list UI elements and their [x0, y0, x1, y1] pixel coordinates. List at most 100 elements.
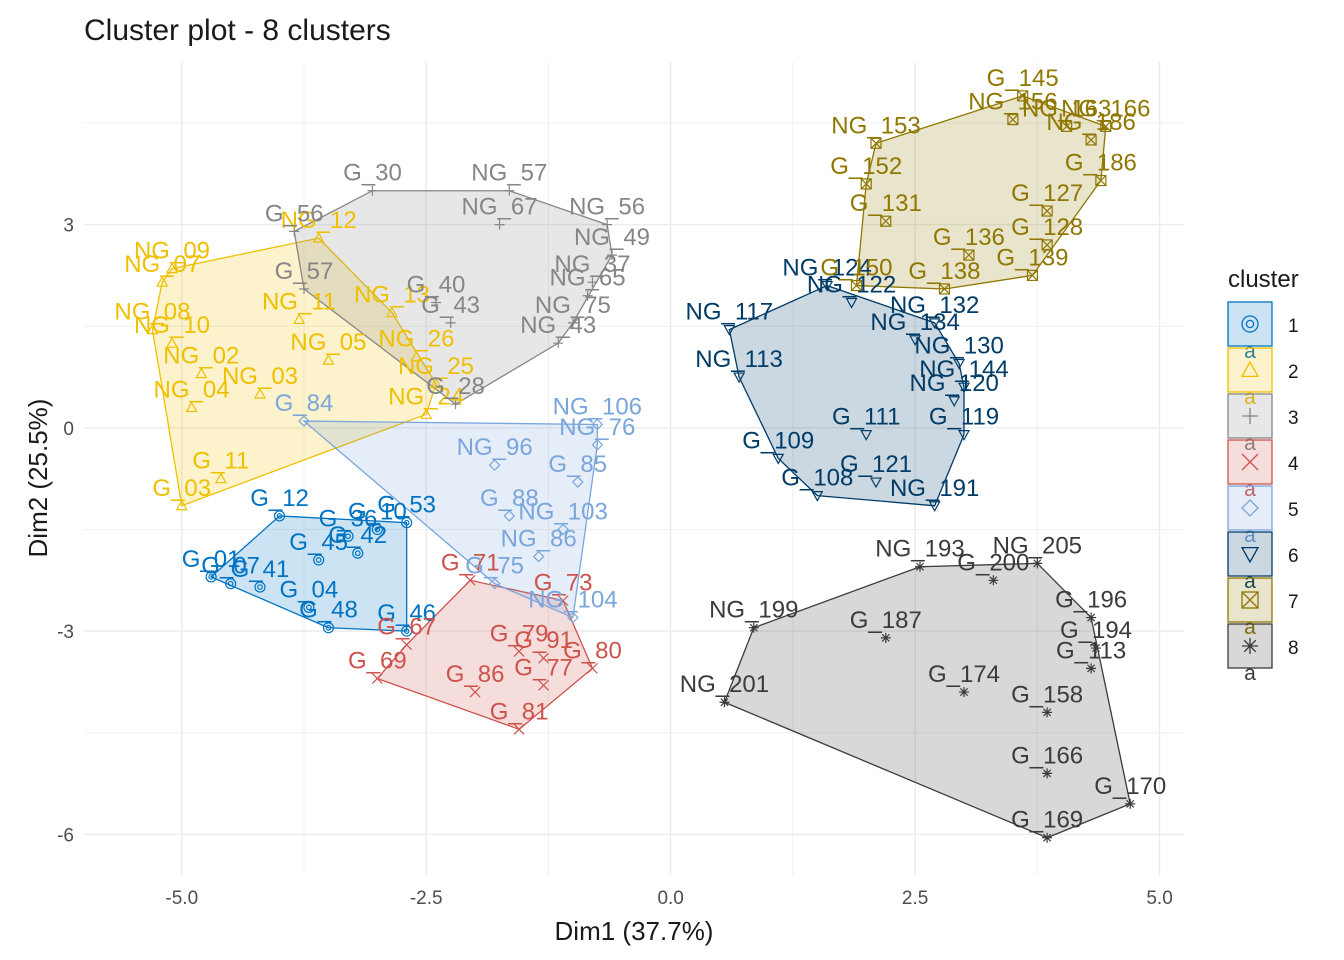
point-label: NG_86	[501, 526, 577, 553]
point-marker	[1017, 90, 1029, 102]
point-marker	[371, 673, 383, 684]
legend-label: 7	[1288, 592, 1299, 613]
cluster-hull-5	[302, 420, 598, 619]
point-marker	[175, 499, 188, 511]
x-tick-label: -2.5	[410, 888, 443, 909]
point-marker	[385, 306, 399, 318]
y-tick-label: -3	[57, 622, 74, 643]
point-marker	[582, 290, 593, 301]
point-label: G_128	[1011, 214, 1083, 241]
point-label: NG_07	[124, 251, 200, 278]
point-marker	[410, 350, 423, 362]
point-label: G_186	[1065, 150, 1137, 177]
point-marker	[488, 577, 501, 590]
point-marker	[909, 335, 922, 347]
point-marker	[253, 387, 267, 399]
legend-key-6: a	[1227, 531, 1273, 593]
point-label: G_150	[820, 255, 892, 282]
point-marker	[1032, 558, 1043, 569]
point-label: NG_11	[262, 288, 336, 315]
point-marker	[850, 279, 863, 292]
point-marker	[948, 396, 961, 407]
point-marker	[429, 377, 443, 389]
point-marker	[719, 697, 730, 708]
point-label: G_111	[832, 404, 901, 431]
point-marker	[1095, 174, 1107, 187]
point-marker	[513, 646, 525, 657]
point-marker	[567, 317, 578, 328]
point-marker	[587, 662, 598, 674]
point-label: NG_193	[875, 536, 964, 563]
point-label: G_45	[289, 529, 348, 556]
point-label: G_166	[1011, 742, 1083, 769]
legend-letter-glyph: a	[1244, 570, 1256, 593]
point-label: G_131	[850, 190, 922, 217]
point-marker	[963, 249, 975, 261]
point-label: G_196	[1055, 587, 1127, 614]
point-marker	[445, 317, 456, 328]
point-marker	[557, 595, 569, 607]
point-label: NG_96	[457, 434, 533, 461]
chart-title: Cluster plot - 8 clusters	[84, 14, 391, 47]
point-marker	[571, 476, 584, 488]
legend-label: 8	[1288, 638, 1299, 659]
point-label: NG_26	[378, 326, 454, 353]
point-marker	[928, 318, 941, 330]
cluster-hull-2	[151, 237, 437, 507]
point-marker	[538, 652, 549, 664]
point-label: NG_134	[870, 309, 959, 336]
grid	[84, 62, 1184, 875]
point-marker	[322, 353, 335, 365]
point-label: G_121	[840, 451, 912, 478]
point-marker	[488, 459, 501, 471]
point-marker	[860, 178, 872, 190]
cluster-hull-8	[723, 562, 1131, 839]
point-marker	[431, 297, 441, 308]
point-label: NG_144	[919, 356, 1008, 383]
point-label: NG_113	[695, 346, 783, 373]
legend-label: 6	[1288, 546, 1299, 567]
point-label: NG_67	[462, 194, 538, 221]
point-label: NG_37	[554, 251, 630, 278]
point-label: NG_122	[807, 272, 896, 299]
legend-label: 2	[1288, 362, 1299, 383]
point-label: NG_24	[388, 383, 464, 410]
point-marker	[1240, 360, 1260, 378]
point-marker	[869, 477, 883, 489]
point-label: NG_104	[528, 587, 617, 614]
point-label: NG_199	[709, 597, 798, 624]
point-marker	[1042, 832, 1053, 843]
point-label: NG_13	[354, 282, 430, 309]
legend: cluster a 1 a 2 a 3 a 4 a 5 a 6 a 7 a 8	[1227, 266, 1299, 685]
point-label: NG_201	[680, 671, 769, 698]
point-label: NG_163	[1022, 95, 1111, 122]
point-marker	[322, 622, 335, 634]
point-label: G_84	[275, 390, 334, 417]
point-marker	[464, 574, 476, 586]
point-marker	[1241, 499, 1259, 517]
point-label: G_170	[1094, 773, 1166, 800]
point-label: G_119	[929, 404, 999, 431]
point-marker	[513, 723, 525, 735]
point-label: NG_124	[782, 255, 871, 282]
point-label: NG_43	[520, 312, 596, 339]
point-label: G_40	[407, 272, 466, 299]
point-marker	[254, 581, 266, 593]
point-label: G_57	[275, 258, 334, 285]
point-marker	[953, 358, 966, 370]
point-marker	[845, 297, 858, 309]
point-marker	[1240, 546, 1260, 564]
point-label: G_01	[182, 546, 241, 573]
point-marker	[591, 438, 604, 451]
point-label: NG_12	[281, 207, 357, 234]
point-marker	[1026, 269, 1039, 282]
point-label: G_127	[1011, 180, 1083, 207]
point-marker	[723, 325, 736, 336]
point-label: G_12	[250, 485, 309, 512]
point-label: NG_10	[134, 312, 210, 339]
point-marker	[557, 523, 569, 536]
point-marker	[591, 418, 604, 431]
point-label: G_53	[377, 492, 436, 519]
point-marker	[303, 601, 315, 613]
